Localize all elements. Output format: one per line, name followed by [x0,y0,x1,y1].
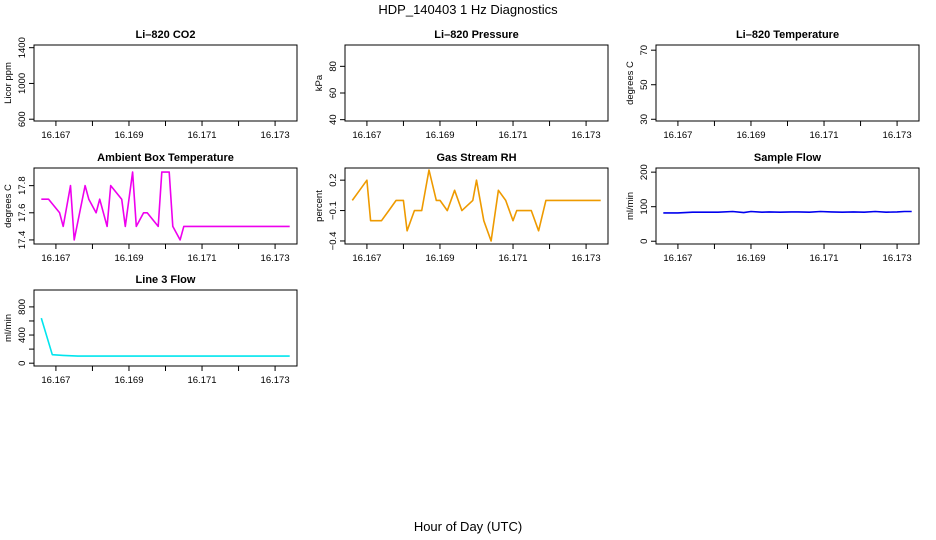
x-tick-label: 16.173 [883,130,912,141]
y-tick-label: 100 [639,199,650,215]
x-tick-label: 16.169 [114,253,143,264]
y-tick-label: 70 [639,45,650,56]
panel-title: Line 3 Flow [136,274,196,286]
figure-title: HDP_140403 1 Hz Diagnostics [378,2,558,17]
panel-title: Li–820 Temperature [736,29,839,41]
plot-frame [655,167,920,245]
x-tick-label: 16.173 [261,375,290,386]
y-axis-label: ml/min [625,192,636,220]
y-tick-label: 200 [639,164,650,180]
x-tick-label: 16.173 [261,253,290,264]
panel-title: Li–820 Pressure [434,29,518,41]
y-tick-label: 0 [639,239,650,244]
plot-frame [344,44,609,122]
y-tick-label: 30 [639,114,650,125]
x-tick-label: 16.171 [809,253,838,264]
y-tick-label: 40 [328,114,339,125]
x-tick-label: 16.171 [187,130,216,141]
x-tick-label: 16.171 [187,253,216,264]
y-axis-label: degrees C [625,61,636,105]
x-tick-label: 16.169 [114,130,143,141]
y-tick-label: 60 [328,88,339,99]
y-tick-label: 0.2 [328,174,339,187]
y-tick-label: 17.4 [17,231,28,250]
y-axis-label: ml/min [3,314,14,342]
series-line [41,171,290,241]
y-axis-label: kPa [314,74,325,91]
panel-title: Li–820 CO2 [136,29,196,41]
y-tick-label: −0.1 [328,201,339,220]
y-tick-label: 800 [17,299,28,315]
y-tick-label: 17.6 [17,204,28,223]
x-tick-label: 16.169 [736,253,765,264]
y-tick-label: 17.8 [17,176,28,195]
plot-frame [655,44,920,122]
series-line [663,210,912,214]
x-tick-label: 16.169 [114,375,143,386]
panel-title: Ambient Box Temperature [97,152,234,164]
chart-panel-2: Li–820 Pressure 16.167 16.169 16.171 16.173 4… [314,29,609,141]
x-tick-label: 16.167 [352,130,381,141]
y-axis-label: percent [314,190,325,222]
x-tick-label: 16.169 [425,253,454,264]
x-tick-label: 16.173 [572,253,601,264]
y-tick-label: 1400 [17,37,28,58]
x-tick-label: 16.171 [498,253,527,264]
x-tick-label: 16.169 [425,130,454,141]
x-tick-label: 16.173 [883,253,912,264]
y-tick-label: 80 [328,61,339,72]
chart-panel-4: Ambient Box Temperature 16.167 16.169 16.17… [3,152,298,264]
x-tick-label: 16.167 [41,253,70,264]
y-tick-label: 1000 [17,73,28,94]
y-tick-label: 400 [17,327,28,343]
x-tick-label: 16.167 [41,375,70,386]
x-tick-label: 16.171 [187,375,216,386]
x-tick-label: 16.167 [41,130,70,141]
panel-title: Sample Flow [754,152,822,164]
y-tick-label: 0 [17,361,28,366]
series-line [40,317,290,357]
plot-frame [33,44,298,122]
y-axis-label: Licor ppm [3,62,14,104]
panel-title: Gas Stream RH [436,152,516,164]
x-tick-label: 16.171 [809,130,838,141]
chart-panel-6: Sample Flow 16.167 16.169 16.171 16.173 0 100 2… [625,152,920,264]
series-line [351,169,601,242]
y-tick-label: 50 [639,79,650,90]
chart-panel-5: Gas Stream RH 16.167 16.169 16.171 16.173 −0.… [314,152,609,264]
x-tick-label: 16.171 [498,130,527,141]
y-tick-label: 600 [17,111,28,127]
x-tick-label: 16.173 [261,130,290,141]
chart-panel-3: Li–820 Temperature 16.167 16.169 16.171 16.1… [625,29,920,141]
y-axis-label: degrees C [3,184,14,228]
x-tick-label: 16.167 [352,253,381,264]
chart-panel-7: Line 3 Flow 16.167 16.169 16.171 16.173 0 400 8… [3,274,298,386]
chart-panel-1: Li–820 CO2 16.167 16.169 16.171 16.173 600 100… [3,29,298,141]
x-tick-label: 16.167 [663,253,692,264]
x-tick-label: 16.167 [663,130,692,141]
y-tick-label: −0.4 [328,232,339,251]
x-tick-label: 16.173 [572,130,601,141]
plot-frame [33,289,298,367]
figure-x-axis-label: Hour of Day (UTC) [414,519,522,534]
x-tick-label: 16.169 [736,130,765,141]
